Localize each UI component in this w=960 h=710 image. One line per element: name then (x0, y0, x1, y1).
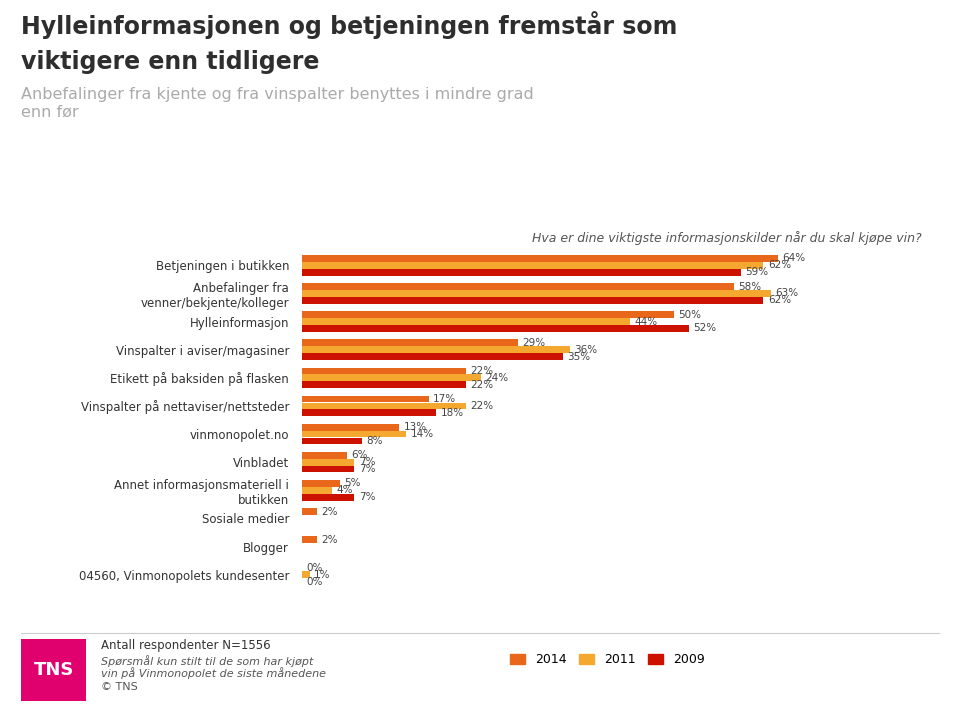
Text: 22%: 22% (470, 401, 493, 411)
Bar (302, 297, 763, 304)
Text: Anbefalinger fra kjente og fra vinspalter benyttes i mindre grad
enn før: Anbefalinger fra kjente og fra vinspalte… (21, 87, 534, 119)
Bar (302, 494, 354, 501)
Bar (302, 255, 779, 262)
Bar (302, 403, 466, 410)
Text: © TNS: © TNS (101, 682, 137, 692)
Bar (302, 283, 733, 290)
Bar (302, 381, 466, 388)
Bar (302, 346, 570, 353)
Bar (302, 354, 563, 360)
Bar (302, 508, 317, 515)
Text: Spørsmål kun stilt til de som har kjøpt: Spørsmål kun stilt til de som har kjøpt (101, 655, 313, 667)
Text: 44%: 44% (634, 317, 657, 327)
Bar (302, 395, 429, 403)
Text: 58%: 58% (738, 282, 761, 292)
Text: 4%: 4% (337, 486, 353, 496)
Text: 6%: 6% (351, 450, 368, 460)
Text: 52%: 52% (693, 324, 716, 334)
Bar (302, 410, 436, 416)
Text: Antall respondenter N=1556: Antall respondenter N=1556 (101, 639, 271, 652)
Text: 64%: 64% (782, 253, 805, 263)
Bar (302, 262, 763, 269)
Text: 24%: 24% (485, 373, 509, 383)
Text: 7%: 7% (359, 464, 375, 474)
Bar (302, 339, 518, 346)
Legend: 2014, 2011, 2009: 2014, 2011, 2009 (505, 648, 709, 671)
Text: 13%: 13% (403, 422, 426, 432)
Text: 0%: 0% (307, 563, 324, 573)
Text: 18%: 18% (441, 408, 464, 418)
Text: 7%: 7% (359, 457, 375, 467)
Bar (302, 487, 332, 493)
Bar (302, 459, 354, 466)
Text: 2%: 2% (322, 535, 338, 545)
Bar (302, 269, 741, 275)
Bar (302, 318, 630, 325)
Bar (302, 312, 674, 318)
Bar (302, 368, 466, 374)
Bar (302, 536, 317, 543)
Text: 7%: 7% (359, 492, 375, 502)
Text: 17%: 17% (433, 394, 456, 404)
Text: TNS: TNS (34, 661, 74, 679)
Bar (302, 325, 689, 332)
Text: 62%: 62% (768, 295, 791, 305)
Text: 8%: 8% (367, 436, 383, 446)
Bar (302, 452, 347, 459)
Bar (302, 290, 771, 297)
Text: 1%: 1% (314, 569, 331, 579)
Text: 22%: 22% (470, 380, 493, 390)
Text: Hylleinformasjonen og betjeningen fremstår som: Hylleinformasjonen og betjeningen fremst… (21, 11, 678, 38)
Text: viktigere enn tidligere: viktigere enn tidligere (21, 50, 320, 74)
Text: 29%: 29% (522, 338, 545, 348)
Text: 14%: 14% (411, 429, 434, 439)
Text: 5%: 5% (344, 479, 361, 488)
Bar (302, 572, 310, 578)
Bar (302, 424, 399, 430)
Text: 22%: 22% (470, 366, 493, 376)
Text: Hva er dine viktigste informasjonskilder når du skal kjøpe vin?: Hva er dine viktigste informasjonskilder… (532, 231, 922, 245)
Bar (302, 437, 362, 444)
Text: 36%: 36% (574, 345, 598, 355)
Text: vin på Vinmonopolet de siste månedene: vin på Vinmonopolet de siste månedene (101, 667, 325, 679)
Text: 35%: 35% (567, 351, 590, 361)
Bar (302, 374, 481, 381)
Bar (302, 431, 406, 437)
Bar (302, 480, 340, 487)
Text: 59%: 59% (746, 267, 769, 278)
Bar (302, 466, 354, 472)
Text: 50%: 50% (679, 310, 702, 320)
Text: 63%: 63% (776, 288, 799, 298)
Text: 62%: 62% (768, 261, 791, 271)
Text: 0%: 0% (307, 577, 324, 586)
Text: 2%: 2% (322, 506, 338, 517)
